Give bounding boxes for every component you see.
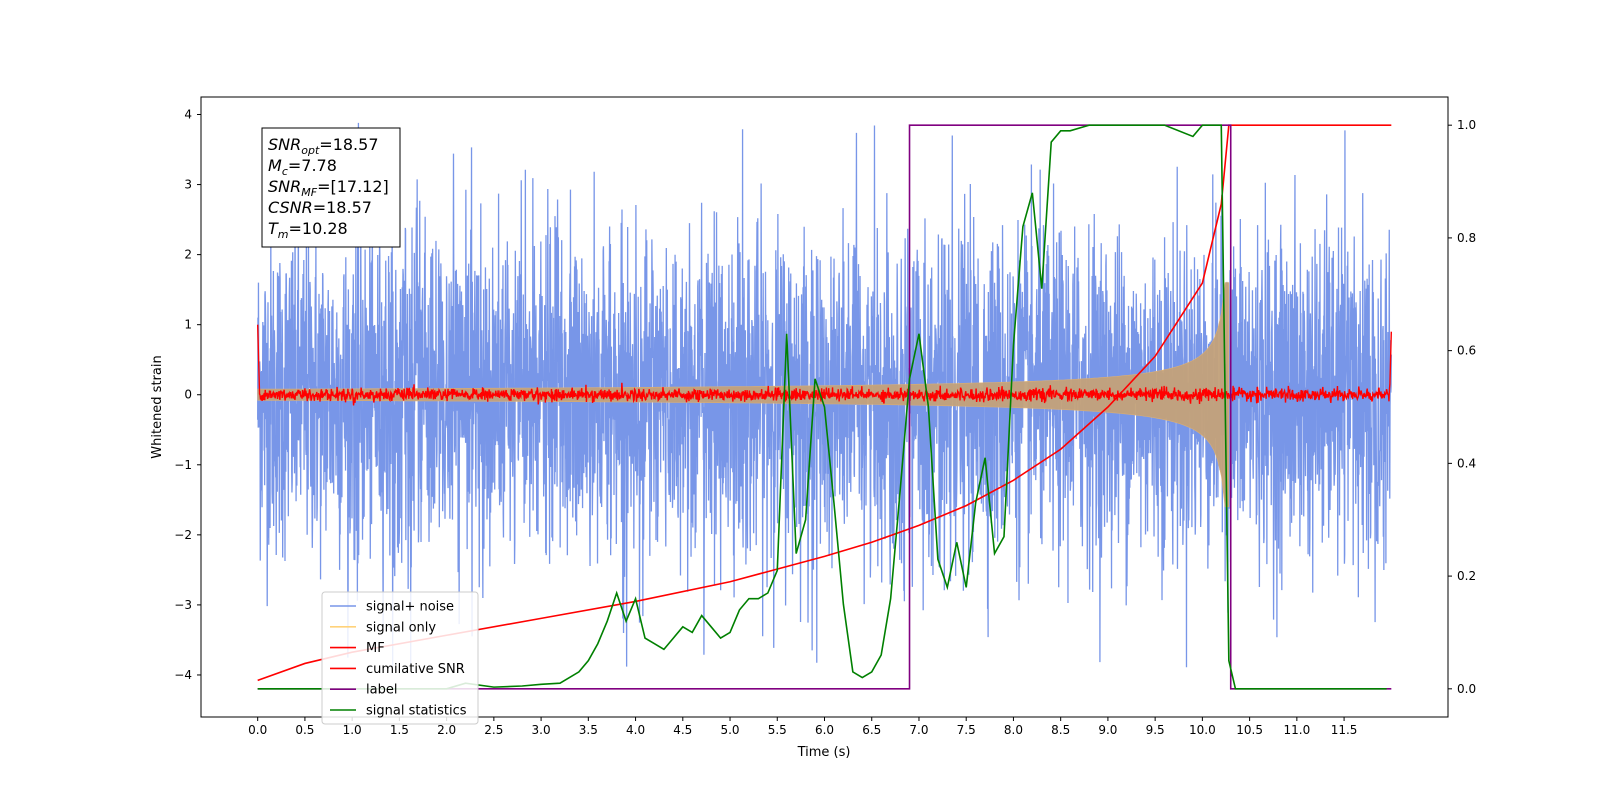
x-tick-label: 6.0 [815,723,834,737]
y2-tick-label: 0.2 [1457,569,1476,583]
y-tick-label: 4 [184,108,192,122]
x-tick-label: 1.0 [343,723,362,737]
x-tick-label: 7.5 [957,723,976,737]
series-line-mf [256,324,1393,406]
x-tick-label: 4.0 [626,723,645,737]
y-tick-label: −4 [174,668,192,682]
y2-tick-label: 0.6 [1457,344,1476,358]
annotation-box: SNRopt=18.57Mc=7.78SNRMF=[17.12]CSNR=18.… [261,127,401,248]
y2-tick-label: 0.0 [1457,682,1476,696]
y2-tick-label: 1.0 [1457,118,1476,132]
x-tick-label: 10.5 [1236,723,1263,737]
legend-label: signal+ noise [366,600,454,615]
legend: signal+ noise signal only MF cumilative SNR… [321,591,479,725]
x-tick-label: 2.5 [484,723,503,737]
x-tick-label: 7.0 [909,723,928,737]
legend-label: cumilative SNR [366,662,465,677]
y-tick-label: 3 [184,178,192,192]
y2-tick-label: 0.4 [1457,456,1476,470]
y-tick-label: 0 [184,388,192,402]
annotation-line: Mc=7.78 [268,156,337,178]
y-tick-label: 2 [184,248,192,262]
x-tick-label: 6.5 [862,723,881,737]
x-tick-label: 10.0 [1189,723,1216,737]
x-tick-label: 11.0 [1283,723,1310,737]
x-tick-label: 2.0 [437,723,456,737]
x-tick-label: 0.5 [295,723,314,737]
series-line-signal-statistics [257,124,1387,690]
legend-frame [321,591,479,725]
annotation-frame [261,127,401,248]
x-tick-label: 9.0 [1098,723,1117,737]
y-axis-right: 0.0 0.2 0.4 0.6 0.8 1.0 [1448,118,1476,696]
y-axis-left: −4 −3 −2 −1 0 1 2 3 4 [174,108,201,682]
x-tick-label: 8.5 [1051,723,1070,737]
x-tick-label: 8.0 [1004,723,1023,737]
y-tick-label: −2 [174,528,192,542]
y-tick-label: −1 [174,458,192,472]
x-tick-label: 4.5 [673,723,692,737]
annotation-line: Tm=10.28 [268,219,348,241]
x-axis: 0.0 0.5 1.0 1.5 2.0 2.5 3.0 3.5 4.0 4.5 5.0 5.5 6.0 6… [248,717,1357,737]
legend-label: signal only [366,620,436,635]
x-tick-label: 3.5 [579,723,598,737]
y-tick-label: −3 [174,598,192,612]
annotation-line: SNRMF=[17.12] [268,177,389,199]
annotation-line: SNRopt=18.57 [268,135,379,157]
x-axis-label: Time (s) [797,745,851,760]
x-tick-label: 5.0 [720,723,739,737]
y2-tick-label: 0.8 [1457,231,1476,245]
x-tick-label: 1.5 [390,723,409,737]
legend-label: label [366,683,397,698]
x-tick-label: 3.0 [532,723,551,737]
y-tick-label: 1 [184,318,192,332]
legend-label: signal statistics [366,704,467,719]
annotation-line: CSNR=18.57 [268,198,372,217]
legend-label: MF [366,641,385,656]
x-tick-label: 11.5 [1331,723,1358,737]
x-tick-label: 5.5 [768,723,787,737]
x-tick-label: 9.5 [1146,723,1165,737]
x-tick-label: 0.0 [248,723,267,737]
y-axis-label: Whitened strain [150,355,165,458]
